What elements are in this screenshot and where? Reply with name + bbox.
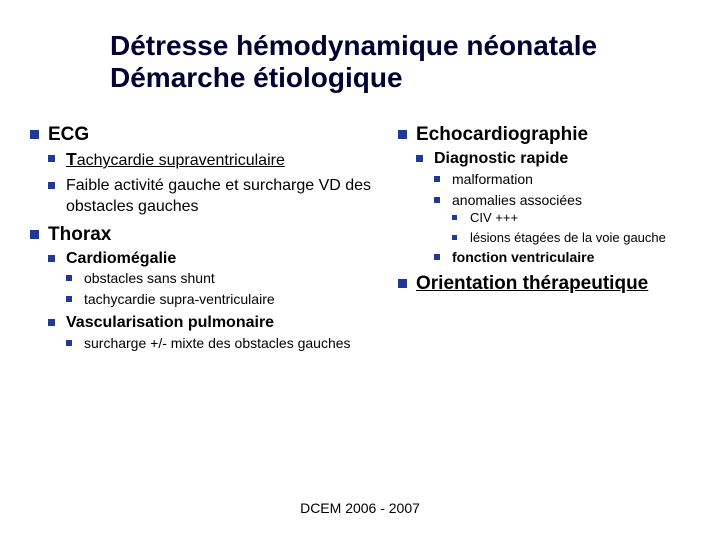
ecg-heading: ECG Tachycardie supraventriculaire Faibl…	[30, 122, 390, 218]
anom-lesions: lésions étagées de la voie gauche	[452, 229, 690, 247]
title-line-2: Démarche étiologique	[110, 62, 403, 93]
anom-civ: CIV +++	[452, 209, 690, 227]
cardio-tsv: tachycardie supra-ventriculaire	[66, 290, 390, 309]
thorax-cardio: Cardiomégalie obstacles sans shunt tachy…	[48, 248, 390, 309]
echo-label: Echocardiographie	[416, 124, 588, 145]
thorax-vasc-label: Vascularisation pulmonaire	[66, 314, 274, 331]
title-line-1: Détresse hémodynamique néonatale	[110, 30, 597, 61]
diag-anom: anomalies associées CIV +++ lésions étag…	[434, 191, 690, 247]
right-column: Echocardiographie Diagnostic rapide malf…	[398, 122, 690, 356]
thorax-vasc: Vascularisation pulmonaire surcharge +/-…	[48, 312, 390, 352]
footer-text: DCEM 2006 - 2007	[0, 500, 720, 516]
ecg-tachy-rest: achycardie supraventriculaire	[77, 152, 285, 169]
diag-fonction: fonction ventriculaire	[434, 248, 690, 267]
cardio-obst: obstacles sans shunt	[66, 269, 390, 288]
slide: Détresse hémodynamique néonatale Démarch…	[0, 0, 720, 540]
echo-diag: Diagnostic rapide malformation anomalies…	[416, 148, 690, 267]
ecg-label: ECG	[48, 124, 89, 145]
slide-title: Détresse hémodynamique néonatale Démarch…	[110, 30, 690, 94]
content-columns: ECG Tachycardie supraventriculaire Faibl…	[30, 122, 690, 356]
diag-fonction-label: fonction ventriculaire	[452, 249, 594, 265]
diag-anom-label: anomalies associées	[452, 192, 582, 208]
echo-diag-label: Diagnostic rapide	[434, 150, 568, 167]
ecg-faible: Faible activité gauche et surcharge VD d…	[48, 175, 390, 218]
orient-heading: Orientation thérapeutique	[398, 271, 690, 297]
vasc-surcharge: surcharge +/- mixte des obstacles gauche…	[66, 334, 390, 353]
diag-malf: malformation	[434, 170, 690, 189]
orient-label: Orientation thérapeutique	[416, 273, 648, 294]
ecg-tachy: Tachycardie supraventriculaire	[48, 148, 390, 172]
left-column: ECG Tachycardie supraventriculaire Faibl…	[30, 122, 390, 356]
ecg-tachy-prefix: T	[66, 149, 77, 169]
thorax-heading: Thorax Cardiomégalie obstacles sans shun…	[30, 222, 390, 353]
thorax-cardio-label: Cardiomégalie	[66, 250, 176, 267]
echo-heading: Echocardiographie Diagnostic rapide malf…	[398, 122, 690, 267]
thorax-label: Thorax	[48, 224, 111, 245]
